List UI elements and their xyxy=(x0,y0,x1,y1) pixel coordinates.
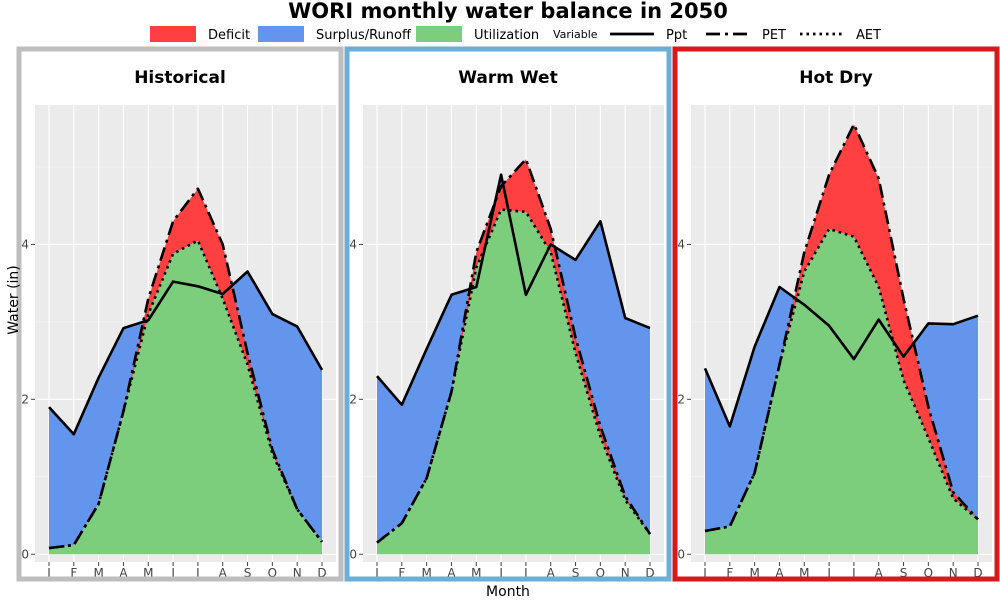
x-tick-label: A xyxy=(119,566,128,580)
legend: Deficit Surplus/Runoff Utilization Variable… xyxy=(150,26,881,43)
line-aet xyxy=(376,208,652,544)
x-tick-label: J xyxy=(170,566,175,580)
x-tick-label: S xyxy=(900,566,908,580)
area-utilization xyxy=(49,240,322,555)
area-surplus-runoff xyxy=(49,240,322,549)
x-tick-label: D xyxy=(973,566,982,580)
line-ppt xyxy=(48,270,324,436)
x-tick-label: J xyxy=(702,566,707,580)
x-tick-label: M xyxy=(471,566,481,580)
x-tick-label: N xyxy=(293,566,302,580)
line-ppt xyxy=(703,285,979,428)
legend-label-utilization: Utilization xyxy=(474,28,539,43)
x-tick-label: A xyxy=(875,566,884,580)
x-tick-label: S xyxy=(244,566,252,580)
chart-title: WORI monthly water balance in 2050 xyxy=(288,0,728,23)
panel-title: Warm Wet xyxy=(458,68,557,88)
x-tick-label: J xyxy=(851,566,856,580)
line-ppt xyxy=(376,173,651,407)
area-surplus-runoff xyxy=(377,174,650,543)
x-tick-label: J xyxy=(826,566,831,580)
x-tick-label: J xyxy=(374,566,379,580)
panel-historical: 0 2 4 J F M A M J J A S O N D Historical xyxy=(16,46,344,582)
x-tick-label: M xyxy=(799,566,809,580)
legend-label-aet: AET xyxy=(856,28,881,43)
x-tick-label: M xyxy=(749,566,759,580)
x-tick-label: J xyxy=(46,566,51,580)
y-tick-label: 2 xyxy=(21,392,29,406)
line-pet xyxy=(48,187,324,550)
x-tick-label: J xyxy=(498,566,503,580)
y-tick-label: 2 xyxy=(677,392,685,406)
x-tick-label: N xyxy=(621,566,630,580)
line-pet xyxy=(704,123,979,533)
x-tick-label: O xyxy=(924,566,933,580)
x-tick-label: F xyxy=(398,566,405,580)
area-utilization xyxy=(705,228,978,555)
legend-label-deficit: Deficit xyxy=(208,28,250,43)
panel-frame xyxy=(16,46,344,582)
y-axis-title: Water (in) xyxy=(6,265,22,335)
x-tick-label: A xyxy=(775,566,784,580)
x-tick-label: O xyxy=(596,566,605,580)
x-tick-label: O xyxy=(268,566,277,580)
y-tick-label: 0 xyxy=(349,547,357,561)
panel-title: Hot Dry xyxy=(799,68,873,88)
x-tick-label: S xyxy=(572,566,580,580)
x-tick-label: A xyxy=(447,566,456,580)
x-tick-label: D xyxy=(645,566,654,580)
y-tick-label: 0 xyxy=(677,547,685,561)
panel-title: Historical xyxy=(134,68,226,88)
panel-frame xyxy=(672,46,1000,582)
x-tick-label: M xyxy=(421,566,431,580)
x-tick-label: F xyxy=(70,566,77,580)
y-tick-label: 4 xyxy=(677,237,685,251)
facet-panels: 0 2 4 J F M A M J J A S O N D Historical 0 2 4 J F M A M J J A S O N D… xyxy=(16,46,1000,582)
x-tick-label: A xyxy=(547,566,556,580)
x-tick-label: N xyxy=(949,566,958,580)
x-axis-title: Month xyxy=(486,584,530,600)
legend-key-surplus-runoff xyxy=(258,26,304,42)
panel-hot-dry: 0 2 4 J F M A M J J A S O N D Hot Dry xyxy=(672,46,1000,582)
y-tick-label: 4 xyxy=(349,237,357,251)
line-pet xyxy=(376,157,652,544)
y-tick-label: 2 xyxy=(349,392,357,406)
x-tick-label: D xyxy=(317,566,326,580)
x-tick-label: A xyxy=(219,566,228,580)
area-utilization xyxy=(377,209,650,555)
legend-line-title: Variable xyxy=(553,28,598,41)
y-tick-label: 4 xyxy=(21,237,29,251)
x-tick-label: J xyxy=(523,566,528,580)
x-tick-label: F xyxy=(726,566,733,580)
legend-label-ppt: Ppt xyxy=(666,28,687,43)
y-tick-label: 0 xyxy=(21,547,29,561)
x-tick-label: J xyxy=(195,566,200,580)
panel-warm-wet: 0 2 4 J F M A M J J A S O N D Warm Wet xyxy=(344,46,672,582)
legend-label-surplus-runoff: Surplus/Runoff xyxy=(316,28,412,43)
legend-key-deficit xyxy=(150,26,196,42)
line-aet xyxy=(704,227,979,533)
x-tick-label: M xyxy=(143,566,153,580)
x-tick-label: M xyxy=(93,566,103,580)
legend-key-utilization xyxy=(416,26,462,42)
line-aet xyxy=(48,239,324,550)
legend-label-pet: PET xyxy=(762,28,786,43)
panel-frame xyxy=(344,46,672,582)
